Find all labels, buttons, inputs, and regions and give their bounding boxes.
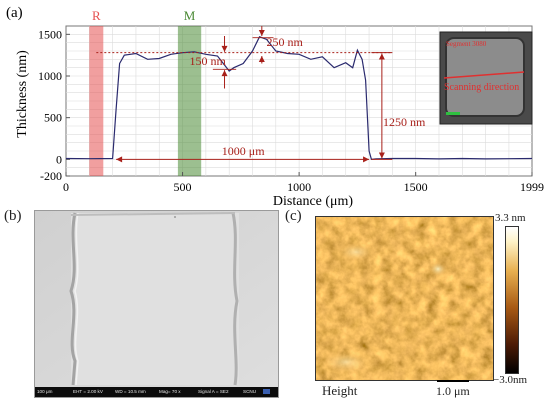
panel-label-a: (a): [6, 5, 23, 21]
sem-signal: Signal A = SE2: [198, 389, 229, 394]
dim-150-arrow-up: [221, 70, 228, 77]
region-band-m: [177, 26, 202, 176]
sem-eht: EHT = 2.00 kV: [73, 389, 103, 394]
sem-film-right-edge: [231, 212, 239, 386]
sem-film-top-edge: [70, 212, 236, 216]
inset-scale-bar: [446, 112, 460, 115]
sem-particle: [174, 216, 176, 218]
sem-film-region: [71, 213, 239, 385]
sem-info-bar: 100 μm EHT = 2.00 kV WD = 10.5 mm Mag= 7…: [35, 387, 278, 397]
afm-scale-label: 1.0 μm: [436, 384, 470, 398]
y-tick-label: 1500: [38, 27, 62, 41]
sem-scale-label: 100 μm: [37, 389, 53, 394]
panel-label-c: (c): [285, 208, 302, 224]
x-axis-label: Distance (μm): [273, 194, 354, 209]
sem-film-left-highlight: [74, 212, 79, 386]
sem-image: 100 μm EHT = 2.00 kV WD = 10.5 mm Mag= 7…: [34, 210, 279, 398]
sem-micrograph: [35, 211, 278, 387]
dim-1250-arrow-down: [378, 152, 385, 159]
x-tick-label: 1999: [520, 180, 544, 194]
annotation-1250nm: 1250 nm: [383, 115, 426, 129]
annotation-250nm: 250 nm: [266, 35, 303, 49]
region-label-r: R: [92, 8, 101, 23]
y-tick-label: 1000: [38, 69, 62, 83]
dim-1000-arrow-right: [363, 156, 370, 163]
sem-wd: WD = 10.5 mm: [115, 389, 146, 394]
y-axis-label: Thickness (nm): [15, 50, 30, 138]
annotation-1000um: 1000 μm: [222, 144, 265, 158]
region-band-r: [89, 26, 104, 176]
x-tick-label: 1500: [404, 180, 428, 194]
dim-250-arrow-down: [258, 30, 265, 36]
afm-bright-region: [336, 242, 376, 262]
dim-1000-arrow-left: [116, 156, 123, 163]
inset-scan-arrow: [443, 71, 525, 79]
sem-mag: Mag= 70 x: [159, 389, 181, 394]
dim-250-arrow-up: [258, 56, 265, 62]
y-tick-label: 500: [44, 111, 62, 125]
dim-150-arrow-down: [221, 45, 228, 52]
x-tick-label: 0: [63, 180, 69, 194]
colorbar-max-label: 3.3 nm: [495, 212, 526, 224]
zeiss-logo: [263, 389, 270, 394]
y-tick-label: -200: [40, 169, 62, 183]
inset-image: Segment 3080 Scanning direction: [439, 31, 533, 125]
annotation-150nm: 150 nm: [190, 54, 227, 68]
chart-annotations: 1250 nm 1000 μm 250 nm 150 nm: [96, 26, 524, 163]
afm-scale-bar: [437, 380, 469, 382]
inset-film: [445, 37, 525, 117]
inset-label-top: Segment 3080: [446, 40, 487, 48]
afm-height-label: Height: [322, 383, 358, 398]
region-label-m: M: [184, 8, 196, 23]
x-tick-label: 500: [174, 180, 192, 194]
panel-label-b: (b): [4, 208, 22, 224]
x-tick-label: 1000: [287, 180, 311, 194]
afm-bright-region: [320, 350, 372, 374]
sem-film-left-edge: [69, 212, 77, 386]
colorbar-min-label: −3.0nm: [493, 374, 528, 386]
dim-1250-arrow-up: [378, 53, 385, 60]
sem-instrument: SCNU: [243, 389, 257, 394]
afm-colorbar: [505, 226, 519, 374]
inset-label-scanning: Scanning direction: [444, 82, 519, 93]
afm-bright-spot: [428, 261, 448, 277]
chart-series: [65, 36, 533, 160]
afm-height-map: [315, 216, 494, 381]
y-tick-label: 0: [56, 152, 62, 166]
thickness-profile-line: [65, 36, 533, 160]
